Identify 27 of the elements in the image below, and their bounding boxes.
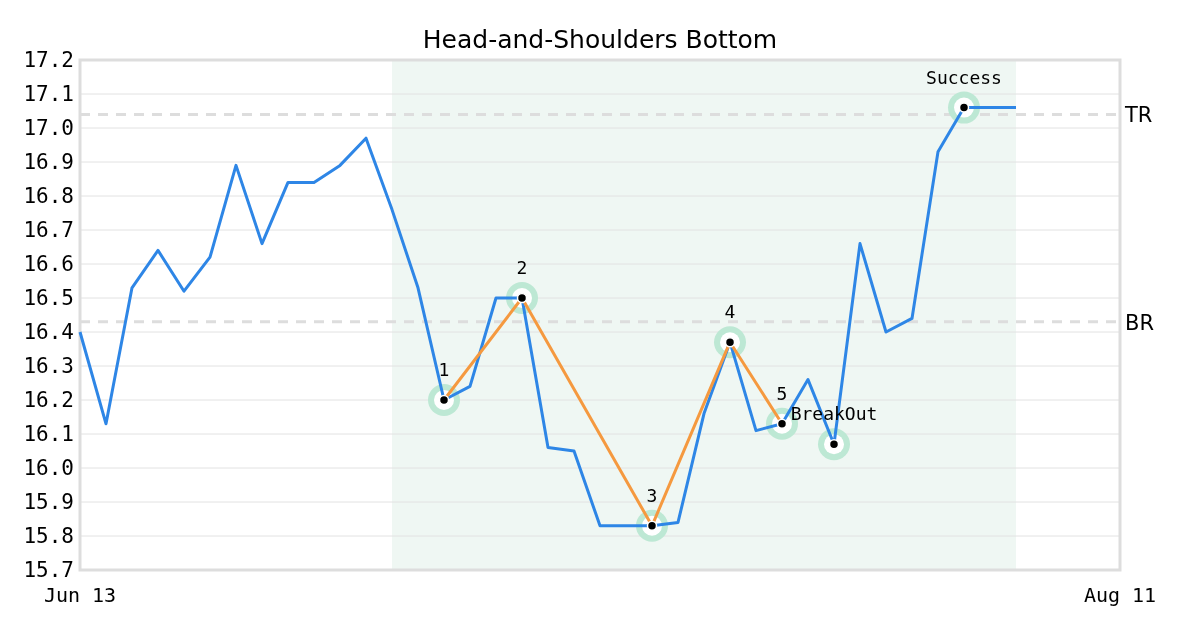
y-tick-label: 16.1 xyxy=(23,422,74,446)
annotation: 1 xyxy=(438,359,450,380)
y-tick-label: 16.7 xyxy=(23,218,74,242)
y-tick-label: 15.7 xyxy=(23,558,74,582)
y-tick-label: 15.8 xyxy=(23,524,74,548)
y-tick-label: 16.6 xyxy=(23,252,74,276)
y-tick-label: 16.5 xyxy=(23,286,74,310)
annotation: Success xyxy=(926,66,1002,88)
y-tick-label: 17.1 xyxy=(23,82,74,106)
y-tick-label: 16.2 xyxy=(23,388,74,412)
annotation: 4 xyxy=(724,301,736,323)
x-tick-label: Aug 11 xyxy=(1083,583,1157,607)
annotation: 5 xyxy=(776,382,788,404)
x-tick-label: Jun 13 xyxy=(43,583,117,607)
annotation: 2 xyxy=(516,257,528,278)
y-tick-label: 17.2 xyxy=(23,48,74,72)
chart-title: Head-and-Shoulders Bottom xyxy=(422,25,778,54)
y-tick-label: 16.0 xyxy=(23,456,74,480)
ref-line-label: TR xyxy=(1124,103,1153,128)
annotation: 3 xyxy=(646,484,658,506)
y-tick-label: 16.4 xyxy=(23,320,74,344)
y-tick-label: 16.9 xyxy=(23,150,74,174)
y-tick-label: 16.3 xyxy=(23,354,74,378)
y-tick-label: 15.9 xyxy=(23,490,74,514)
y-tick-label: 17.0 xyxy=(23,116,74,140)
ref-line-label: BR xyxy=(1125,310,1154,335)
y-tick-label: 16.8 xyxy=(23,184,74,208)
